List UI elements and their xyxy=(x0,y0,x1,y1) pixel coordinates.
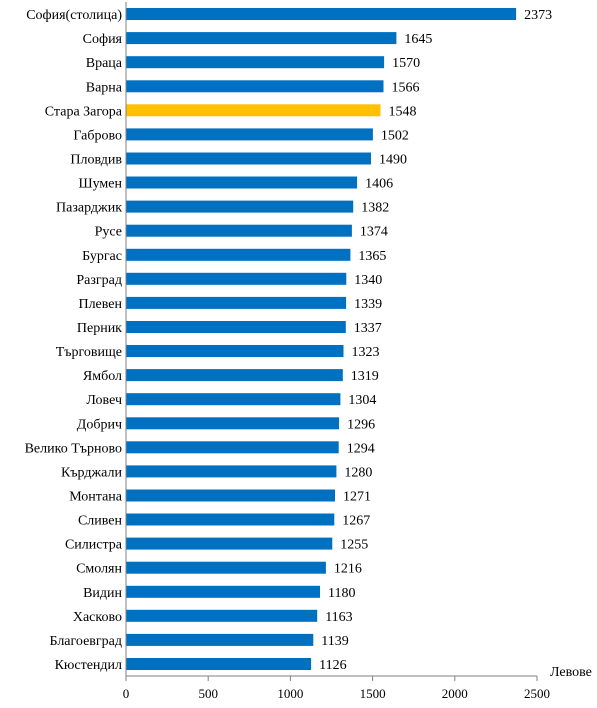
category-label: Видин xyxy=(83,586,122,601)
category-label: Търговище xyxy=(56,345,122,360)
value-labels: 2373 1645 1570 1566 1548 1502 1490 1406 1382 1374… xyxy=(319,8,552,673)
x-tick-label: 2500 xyxy=(524,686,550,701)
value-label: 1216 xyxy=(334,562,362,577)
value-label: 1374 xyxy=(360,225,388,240)
category-label: Хасково xyxy=(73,610,122,625)
value-label: 1339 xyxy=(354,297,382,312)
bar xyxy=(126,585,320,598)
category-label: Ямбол xyxy=(83,369,122,384)
value-label: 1566 xyxy=(392,80,420,95)
category-label: Шумен xyxy=(78,177,122,192)
bar xyxy=(126,200,354,213)
bar xyxy=(126,417,340,430)
value-label: 1126 xyxy=(319,658,346,673)
value-label: 1163 xyxy=(325,610,352,625)
category-label: София(столица) xyxy=(26,8,122,23)
category-label: Плевен xyxy=(78,297,122,312)
bar xyxy=(126,609,318,622)
value-label: 1645 xyxy=(404,32,432,47)
value-label: 1304 xyxy=(348,393,376,408)
value-label: 1337 xyxy=(354,321,382,336)
value-label: 1267 xyxy=(342,514,370,529)
value-label: 1365 xyxy=(358,249,386,264)
bar xyxy=(126,32,397,45)
value-label: 1280 xyxy=(344,465,372,480)
category-label: Пазарджик xyxy=(56,201,122,216)
x-tick-label: 500 xyxy=(198,686,218,701)
category-label: Враца xyxy=(86,56,123,71)
value-label: 1340 xyxy=(354,273,382,288)
bar xyxy=(126,369,343,382)
bar xyxy=(126,152,371,165)
category-label: Кърджали xyxy=(61,465,123,480)
bar xyxy=(126,489,335,502)
category-label: Добрич xyxy=(77,417,122,432)
value-label: 1382 xyxy=(361,201,389,216)
value-label: 1490 xyxy=(379,153,407,168)
bar xyxy=(126,441,339,454)
bar xyxy=(126,633,314,646)
value-label: 1180 xyxy=(328,586,355,601)
value-label: 1319 xyxy=(351,369,379,384)
bar xyxy=(126,272,347,285)
value-label: 1294 xyxy=(347,441,375,456)
bar xyxy=(126,104,381,117)
bar xyxy=(126,80,384,93)
category-label: Русе xyxy=(95,225,122,240)
x-tick-label: 2000 xyxy=(442,686,468,701)
category-label: Монтана xyxy=(69,490,123,505)
bar xyxy=(126,393,341,406)
category-label: Разград xyxy=(76,273,122,288)
category-label: Стара Загора xyxy=(45,104,123,119)
value-label: 1502 xyxy=(381,128,409,143)
bar xyxy=(126,537,333,550)
x-axis-ticks: 0 500 1000 1500 2000 2500 xyxy=(123,676,550,701)
x-tick-label: 1500 xyxy=(360,686,386,701)
bar xyxy=(126,128,373,141)
bar xyxy=(126,224,352,237)
bar xyxy=(126,658,312,670)
bar xyxy=(126,8,517,20)
category-label: София xyxy=(83,32,123,47)
category-labels: София(столица) София Враца Варна Стара Загор… xyxy=(25,8,123,673)
x-axis-unit-label: Левове xyxy=(550,665,592,680)
value-label: 1139 xyxy=(321,634,348,649)
category-label: Ловеч xyxy=(86,393,122,408)
value-label: 1255 xyxy=(340,538,368,553)
category-label: Кюстендил xyxy=(55,658,122,673)
value-label: 1406 xyxy=(365,177,393,192)
category-label: Смолян xyxy=(76,562,122,577)
value-label: 1296 xyxy=(347,417,375,432)
bar xyxy=(126,465,337,478)
value-label: 1548 xyxy=(389,104,417,119)
bar xyxy=(126,248,351,261)
bar xyxy=(126,345,344,357)
bar xyxy=(126,561,326,574)
bar xyxy=(126,513,335,526)
category-label: Велико Търново xyxy=(25,441,122,456)
x-tick-label: 1000 xyxy=(277,686,303,701)
value-label: 1570 xyxy=(392,56,420,71)
value-label: 2373 xyxy=(524,8,552,23)
bar xyxy=(126,176,358,189)
bar xyxy=(126,56,385,69)
value-label: 1271 xyxy=(343,490,371,505)
bar xyxy=(126,296,347,309)
bar xyxy=(126,321,346,333)
category-label: Сливен xyxy=(78,514,123,529)
bars-group xyxy=(126,8,517,670)
category-label: Пловдив xyxy=(70,153,122,168)
category-label: Варна xyxy=(86,80,123,95)
category-label: Бургас xyxy=(82,249,122,264)
category-label: Силистра xyxy=(65,538,123,553)
x-tick-label: 0 xyxy=(123,686,130,701)
category-label: Габрово xyxy=(73,128,122,143)
value-label: 1323 xyxy=(352,345,380,360)
category-label: Благоевград xyxy=(49,634,122,649)
category-label: Перник xyxy=(77,321,122,336)
